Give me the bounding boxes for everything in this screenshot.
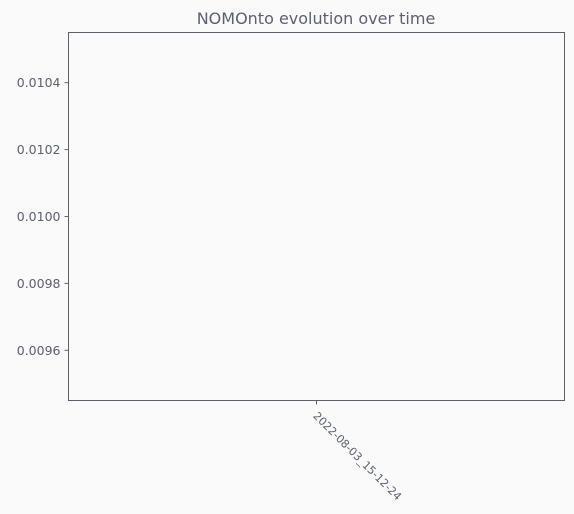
y-tick-label: 0.0096 <box>17 343 61 358</box>
y-tick-label: 0.0102 <box>17 142 61 157</box>
plot-area-frame <box>68 32 565 401</box>
y-tick-label: 0.0100 <box>17 209 61 224</box>
y-axis: 0.0096 0.0098 0.0100 0.0102 0.0104 <box>17 75 69 358</box>
x-tick-label: 2022-08-03_15-12-24 <box>310 409 404 503</box>
y-tick-label: 0.0104 <box>17 75 61 90</box>
y-tick-label: 0.0098 <box>17 276 61 291</box>
x-axis: 2022-08-03_15-12-24 <box>310 400 404 503</box>
chart-title: NOMOnto evolution over time <box>197 9 436 28</box>
